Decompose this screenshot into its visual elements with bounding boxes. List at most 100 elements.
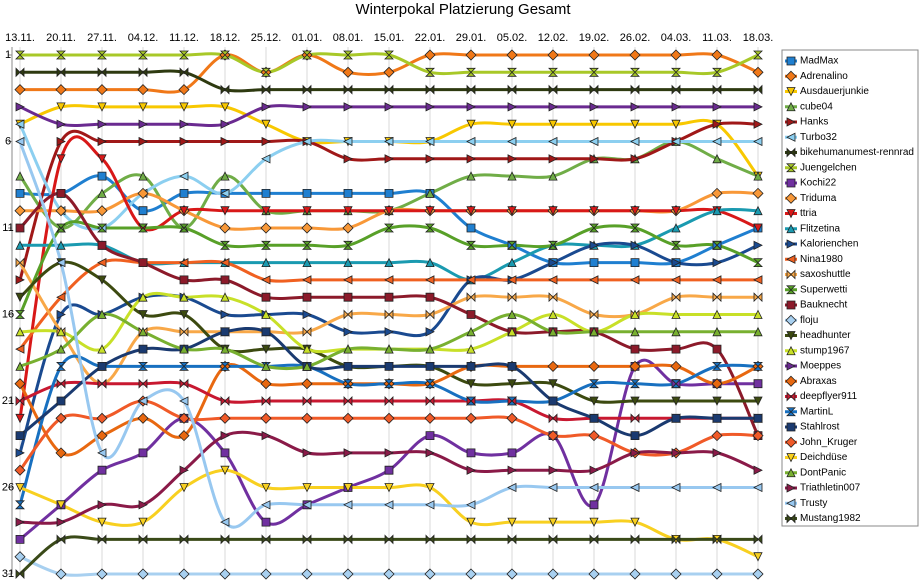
data-point [588,430,600,442]
data-point [630,482,640,493]
data-point [343,344,353,354]
data-point [753,223,763,233]
data-point [261,240,271,250]
legend-marker [785,70,797,82]
data-point [261,292,271,302]
data-point [753,465,763,475]
data-point [15,240,25,250]
data-point [220,534,230,545]
data-point [425,223,435,233]
data-point [179,326,189,337]
data-point [589,119,599,130]
data-point [343,206,353,216]
data-point [384,257,394,267]
data-point [302,102,312,112]
data-point [384,154,394,164]
legend-label: bikehumanumest-rennrad [800,147,914,158]
data-point [179,483,189,493]
data-point [712,119,722,129]
data-point [96,205,108,217]
data-point [220,344,230,354]
x-tick-label: 27.11. [87,32,117,44]
data-point [466,362,476,371]
data-point [56,309,66,320]
data-point [548,413,558,424]
data-point [56,154,66,164]
data-point [302,483,312,493]
data-point [507,534,517,545]
data-point [220,119,230,129]
y-tick-label: 26 [2,481,14,493]
data-point [97,223,107,233]
data-point [589,258,599,267]
legend-label: Hanks [800,117,828,128]
data-point [15,483,25,493]
data-point [753,102,763,112]
data-point [301,568,313,580]
data-point [671,482,681,493]
data-point [219,222,231,234]
legend-label: Abraxas [800,376,837,387]
data-point [15,344,25,354]
data-point [15,431,25,440]
legend-marker [786,101,796,112]
data-point [671,119,681,130]
data-point [343,362,353,371]
data-point [425,67,435,77]
y-tick-label: 21 [2,395,14,407]
data-point [425,379,435,389]
x-tick-label: 04.03. [661,32,692,44]
data-point [589,413,599,423]
data-point [178,568,190,580]
data-point [507,275,517,285]
data-point [342,568,354,580]
legend-marker [786,147,796,158]
data-point [711,430,723,442]
data-point [384,362,394,371]
data-point [97,534,107,545]
legend-label: Kalorienchen [800,239,858,250]
data-point [97,171,107,181]
y-tick-label: 16 [2,308,14,320]
data-point [671,344,681,354]
data-point [138,258,148,267]
data-point [260,412,272,424]
x-tick-label: 12.02. [538,32,569,44]
data-point [261,396,271,406]
data-point [630,448,640,458]
data-point [548,240,558,250]
data-point [425,84,435,95]
data-point [97,119,107,129]
data-point [384,396,394,406]
data-point [15,275,25,285]
data-point [302,189,312,198]
data-point [753,84,763,95]
data-point [507,396,517,406]
data-point [507,326,517,337]
data-point [220,206,230,216]
data-point [753,413,763,423]
data-point [425,431,435,440]
legend-label: headhunter [800,330,851,341]
data-point [302,448,312,458]
data-point [138,362,148,371]
data-point [670,568,682,580]
data-point [343,84,353,95]
data-point [137,84,149,96]
data-point [342,66,354,78]
data-point [507,154,517,164]
data-point [302,344,312,354]
x-tick-label: 04.12. [128,32,159,44]
y-tick-label: 6 [5,135,11,147]
data-point [712,326,722,337]
data-point [384,50,394,60]
data-point [425,500,435,510]
data-point [343,483,353,493]
y-tick-label: 11 [2,222,13,234]
data-point [589,154,599,164]
data-point [342,222,354,234]
data-point [383,568,395,580]
legend-marker [786,498,796,508]
data-point [261,483,271,493]
